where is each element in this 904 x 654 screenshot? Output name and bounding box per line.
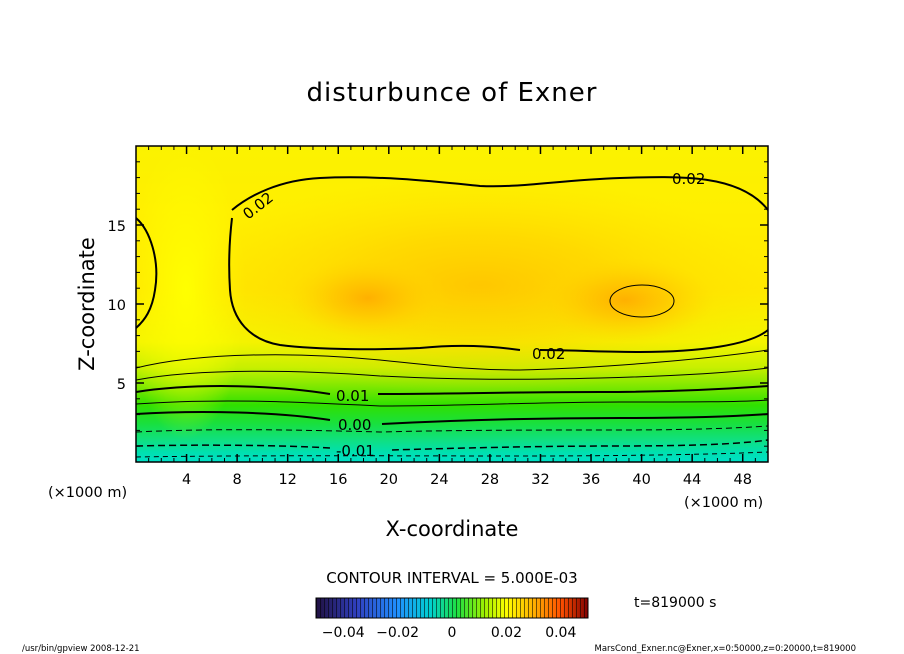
y-axis-ticks: 5 10 15 (108, 161, 768, 447)
colorbar-stripes (316, 598, 588, 618)
contour-0.025 (609, 284, 675, 318)
colorbar-tick-label: 0 (448, 625, 457, 641)
x-unit-right: (×1000 m) (684, 495, 763, 511)
contour-neg-0.005 (136, 425, 768, 433)
plot-area: 0.02 0.02 0.02 0.01 0.00 -0.01 (136, 146, 768, 462)
contour-0.01 (136, 385, 768, 395)
x-tick-label: 8 (233, 472, 242, 488)
x-tick-label: 16 (329, 472, 347, 488)
contour-neg-0.01 (136, 439, 768, 451)
time-label: t=819000 s (634, 595, 716, 611)
x-tick-label: 48 (733, 472, 751, 488)
contour-lines (136, 176, 768, 458)
contour-0.02-main (228, 176, 768, 354)
contour-label: 0.01 (336, 387, 369, 405)
x-tick-label: 12 (278, 472, 296, 488)
x-axis-label: X-coordinate (386, 517, 519, 541)
colorbar-ticks: −0.04 −0.02 0 0.02 0.04 (322, 625, 577, 641)
x-tick-label: 20 (380, 472, 398, 488)
contour-0.02-upper (136, 217, 158, 329)
contour-0.015 (136, 349, 768, 371)
y-tick-label: 15 (108, 219, 126, 235)
contour-label: 0.00 (338, 416, 371, 434)
x-tick-label: 32 (531, 472, 549, 488)
x-tick-label: 36 (582, 472, 600, 488)
colorbar-tick-label: −0.04 (322, 625, 365, 641)
footer-left: /usr/bin/gpview 2008-12-21 (22, 644, 140, 654)
maximum-left (288, 258, 448, 338)
x-unit-left: (×1000 m) (48, 485, 127, 501)
colorbar: −0.04 −0.02 0 0.02 0.04 (315, 597, 589, 641)
chart-title: disturbunce of Exner (307, 78, 598, 108)
y-axis-label: Z-coordinate (75, 237, 99, 371)
colorbar-tick-label: −0.02 (376, 625, 419, 641)
x-axis-ticks: 4 8 12 16 20 24 28 32 36 40 44 48 (148, 146, 756, 488)
x-tick-label: 24 (430, 472, 448, 488)
contour-0.005 (136, 399, 768, 407)
colorbar-frame (315, 597, 589, 619)
contour-interval: CONTOUR INTERVAL = 5.000E-03 (326, 569, 577, 587)
colorbar-tick-label: 0.02 (491, 625, 522, 641)
y-tick-label: 10 (108, 298, 126, 314)
contour-0.00 (136, 411, 768, 425)
colorbar-tick-label: 0.04 (545, 625, 576, 641)
x-tick-label: 40 (632, 472, 650, 488)
contour-0.0125 (136, 367, 768, 381)
x-tick-label: 4 (182, 472, 191, 488)
x-tick-label: 28 (481, 472, 499, 488)
y-tick-label: 5 (117, 377, 126, 393)
footer-right: MarsCond_Exner.nc@Exner,x=0:50000,z=0:20… (594, 644, 856, 654)
contour-label: 0.02 (532, 345, 565, 363)
contour-label: 0.02 (672, 170, 705, 188)
contour-neg-0.015 (136, 451, 768, 458)
contour-label: -0.01 (336, 442, 375, 460)
maximum-right (535, 258, 715, 342)
x-tick-label: 44 (683, 472, 701, 488)
